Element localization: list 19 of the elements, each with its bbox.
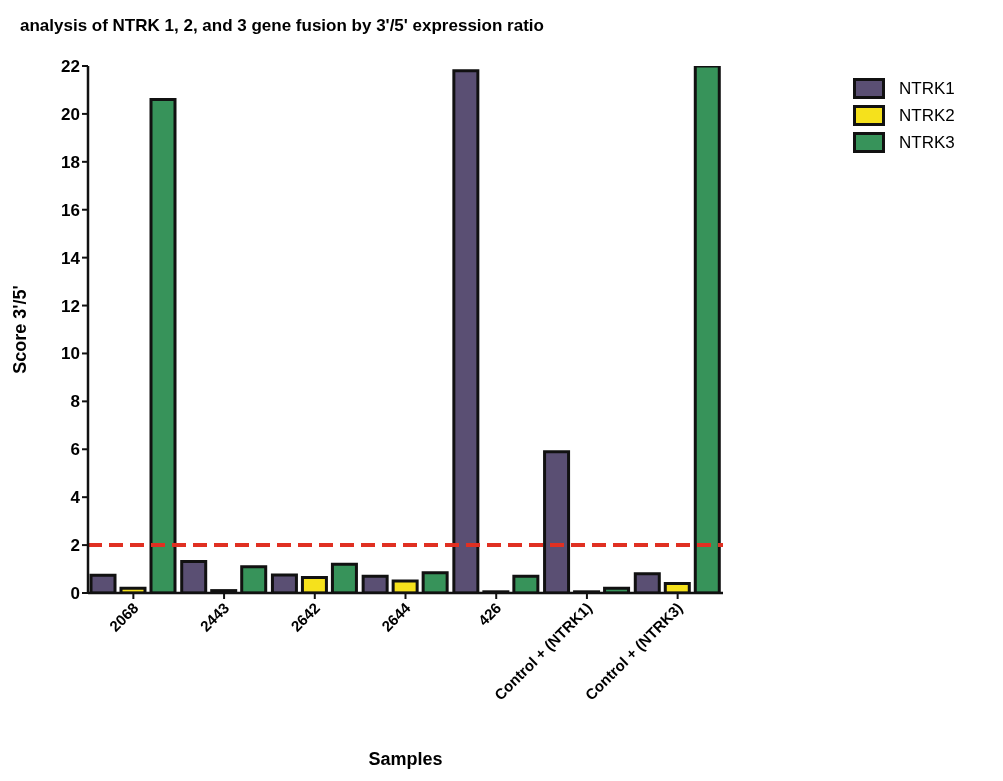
- chart-title: analysis of NTRK 1, 2, and 3 gene fusion by 3'/5' expression ratio: [19, 15, 545, 37]
- x-axis-title: Samples: [368, 749, 443, 769]
- y-tick-label: 0: [70, 584, 80, 604]
- y-tick-label: 4: [70, 488, 81, 508]
- y-tick-label: 6: [70, 440, 80, 460]
- y-tick-label: 16: [61, 200, 80, 220]
- y-tick-label: 20: [61, 104, 80, 124]
- y-tick-label: 2: [70, 536, 80, 556]
- legend-label: NTRK2: [898, 105, 956, 126]
- legend-label: NTRK1: [898, 78, 956, 99]
- y-tick-label: 14: [61, 248, 81, 268]
- y-tick-label: 22: [61, 57, 80, 77]
- legend-label: NTRK3: [898, 132, 956, 153]
- y-tick-label: 10: [61, 344, 80, 364]
- y-tick-label: 12: [61, 296, 80, 316]
- x-tick-label: 426: [474, 599, 505, 629]
- y-axis-title: Score 3'/5': [10, 285, 31, 374]
- y-tick-label: 8: [70, 392, 80, 412]
- y-tick-label: 18: [61, 152, 80, 172]
